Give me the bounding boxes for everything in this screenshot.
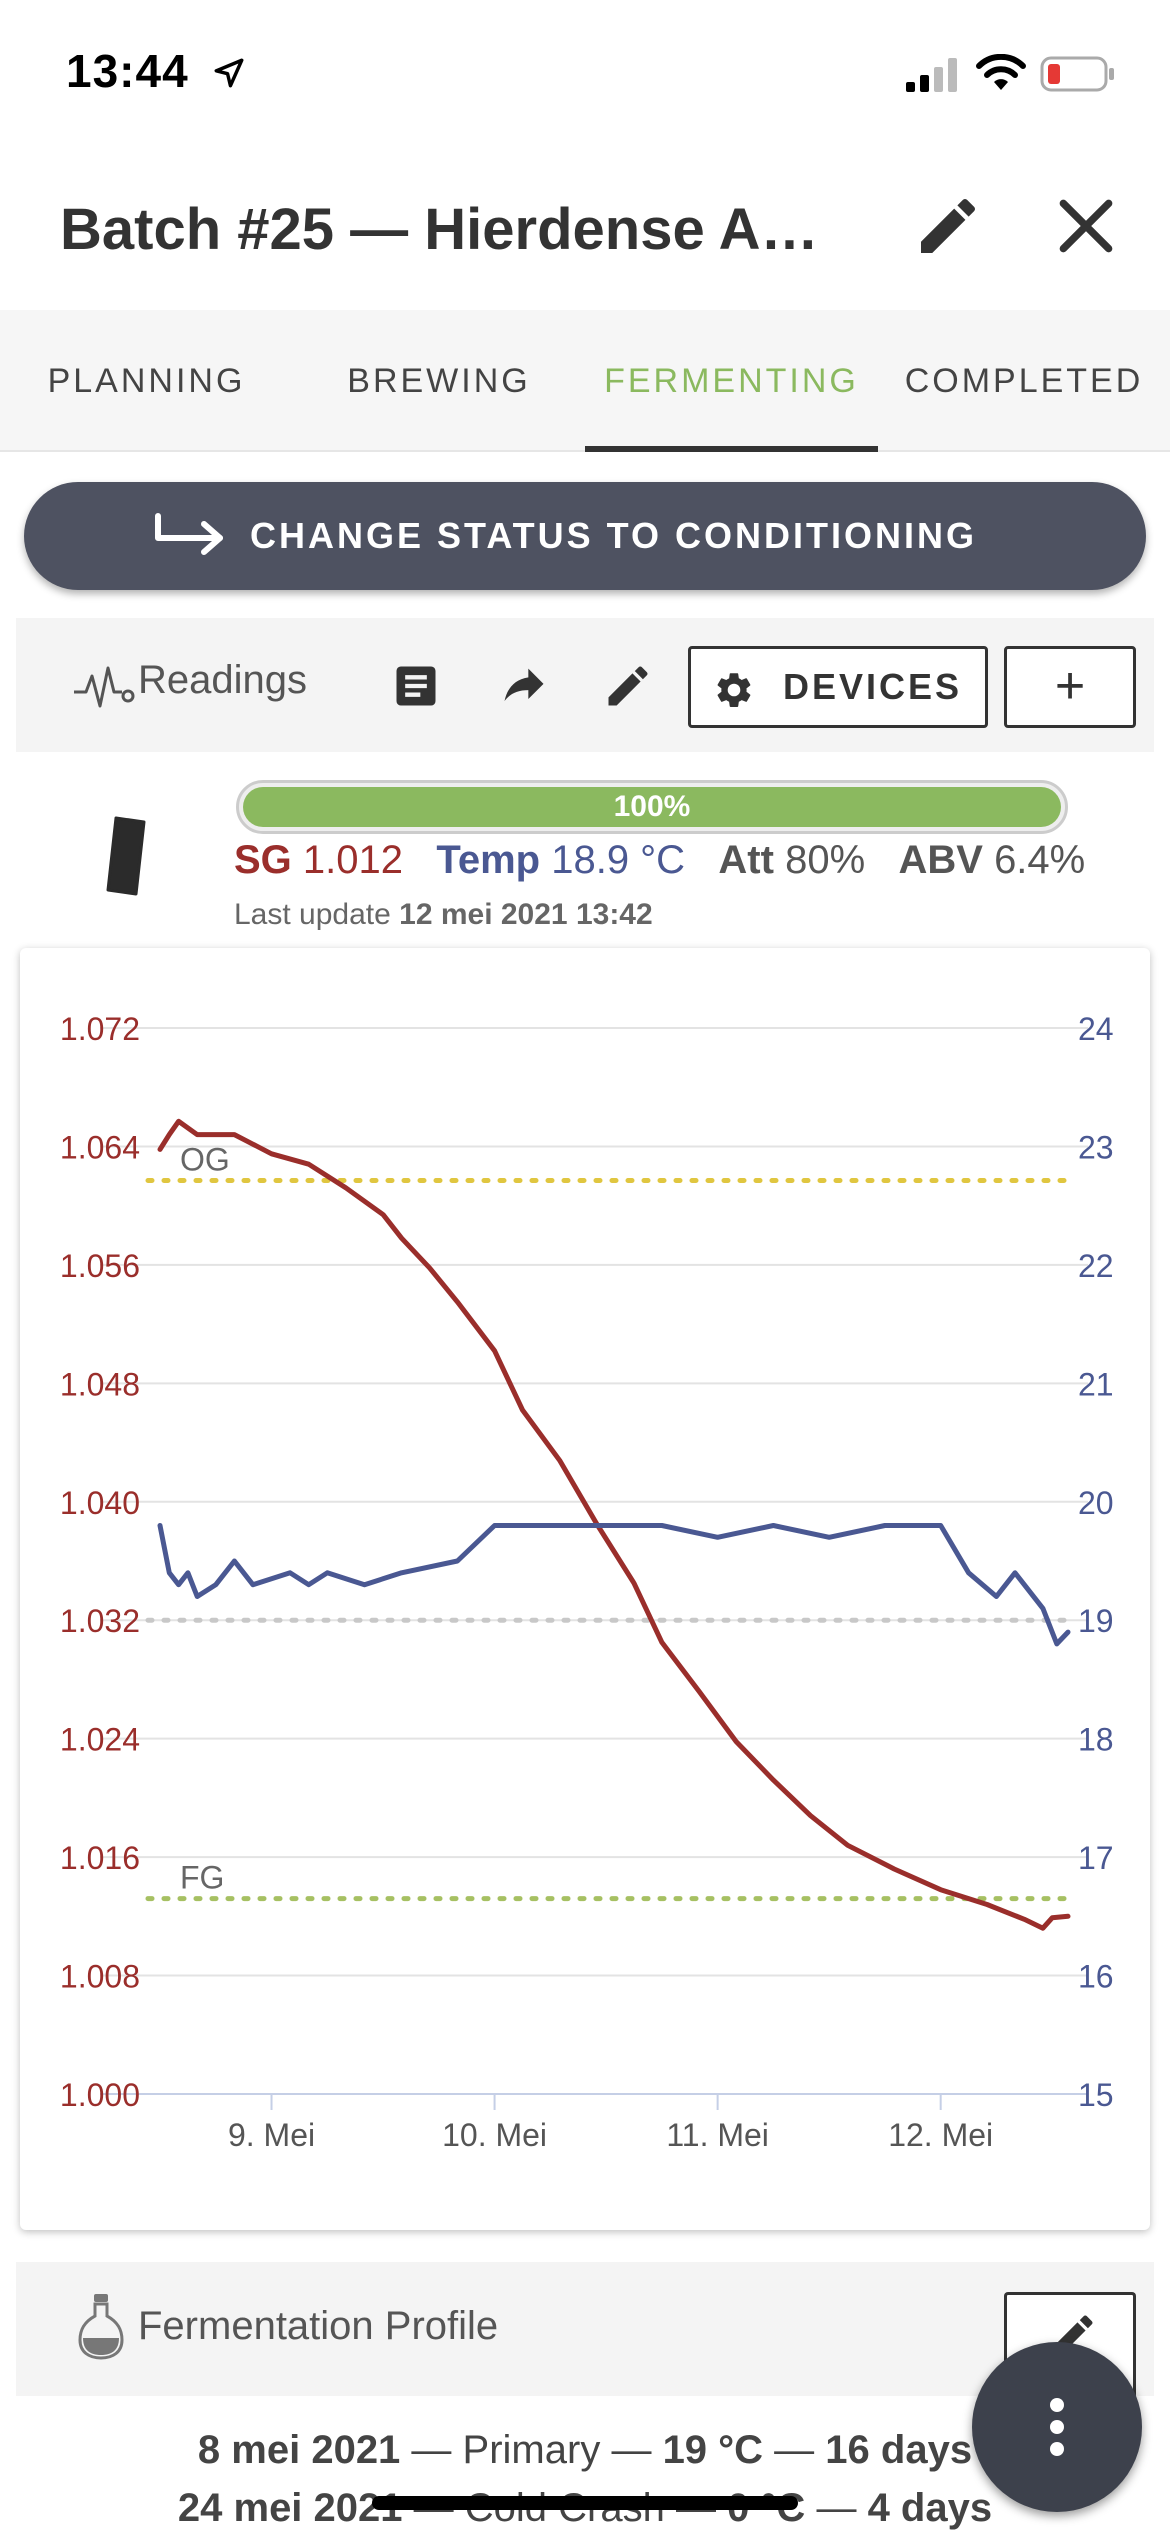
status-tabs: PLANNING BREWING FERMENTING COMPLETED	[0, 310, 1170, 452]
y-right-tick-label: 19	[1078, 1603, 1114, 1639]
home-indicator	[372, 2496, 798, 2510]
step-duration: 4 days	[867, 2486, 993, 2530]
y-right-tick-label: 18	[1078, 1722, 1114, 1758]
battery-progress-bar: 100%	[236, 780, 1068, 834]
progress-fill	[243, 787, 1061, 827]
step-name: Primary	[462, 2428, 601, 2472]
y-right-tick-label: 24	[1078, 1011, 1114, 1047]
status-bar: 13:44	[0, 0, 1170, 140]
add-reading-button[interactable]: +	[1004, 646, 1136, 728]
tab-planning[interactable]: PLANNING	[47, 362, 246, 400]
y-right-tick-label: 23	[1078, 1129, 1114, 1165]
reading-summary: SG 1.012 Temp 18.9 °C Att 80% ABV 6.4%	[234, 838, 1085, 883]
y-left-tick-label: 1.064	[60, 1129, 140, 1165]
sg-value: 1.012	[302, 838, 404, 882]
arrow-right-turn-icon	[155, 513, 223, 555]
sg-series-line	[157, 1118, 1071, 1931]
y-left-tick-label: 1.016	[60, 1840, 140, 1876]
y-left-tick-label: 1.072	[60, 1011, 140, 1047]
share-icon[interactable]	[498, 660, 550, 712]
profile-step-1: 8 mei 2021 — Primary — 19 °C — 16 days	[197, 2428, 973, 2472]
devices-button[interactable]: DEVICES	[688, 646, 988, 728]
fab-dot	[1050, 2398, 1064, 2412]
location-arrow-icon	[214, 58, 244, 88]
temp-key: Temp	[436, 838, 541, 882]
readings-chart-card: 1.072 1.064 1.056 1.048 1.040 1.032 1.024 1.016…	[20, 948, 1150, 2230]
temp-value: 18.9 °C	[551, 838, 686, 882]
cellular-signal-icon	[906, 58, 957, 92]
notes-icon[interactable]	[390, 660, 442, 712]
last-update-prefix: Last update	[234, 898, 391, 931]
y-left-tick-label: 1.000	[60, 2077, 140, 2113]
readings-chart[interactable]: 1.072 1.064 1.056 1.048 1.040 1.032 1.024 1.016…	[20, 948, 1150, 2230]
fermentation-profile-label: Fermentation Profile	[138, 2304, 499, 2348]
page-title: Batch #25 — Hierdense A…	[60, 197, 819, 262]
step-date: 24 mei 2021	[177, 2486, 403, 2530]
tab-brewing[interactable]: BREWING	[347, 362, 531, 400]
fermentation-profile-bar: Fermentation Profile	[16, 2262, 1154, 2402]
y-left-tick-label: 1.024	[60, 1722, 140, 1758]
abv-value: 6.4%	[994, 838, 1086, 882]
y-left-tick-label: 1.040	[60, 1485, 140, 1521]
fab-dot	[1050, 2420, 1064, 2434]
flask-icon	[78, 2294, 124, 2360]
fab-dot	[1050, 2442, 1064, 2456]
more-actions-fab[interactable]	[972, 2342, 1142, 2512]
edit-batch-button[interactable]	[912, 190, 984, 262]
tab-completed[interactable]: COMPLETED	[904, 362, 1144, 400]
edit-readings-icon[interactable]	[602, 660, 654, 712]
reference-line-label: OG	[180, 1141, 230, 1177]
progress-label: 100%	[613, 790, 691, 823]
devices-label: DEVICES	[783, 666, 963, 707]
y-right-tick-label: 20	[1078, 1485, 1114, 1521]
abv-key: ABV	[898, 838, 983, 882]
reference-line-label: FG	[180, 1860, 224, 1896]
y-right-tick-label: 22	[1078, 1248, 1114, 1284]
att-key: Att	[718, 838, 774, 882]
x-tick-label: 11. Mei	[666, 2117, 769, 2153]
x-tick-label: 12. Mei	[888, 2117, 993, 2153]
y-right-tick-label: 15	[1078, 2077, 1114, 2113]
status-time: 13:44	[66, 45, 189, 97]
last-update-value: 12 mei 2021 13:42	[399, 898, 653, 931]
wifi-icon	[976, 54, 1026, 90]
y-left-tick-label: 1.048	[60, 1366, 140, 1402]
sg-key: SG	[234, 838, 292, 882]
hydrometer-device-icon	[106, 816, 146, 896]
close-button[interactable]	[1052, 192, 1120, 260]
readings-toolbar: Readings DEVICES +	[16, 618, 1154, 752]
plus-icon: +	[1054, 657, 1086, 715]
temp-series-line	[157, 1523, 1071, 1647]
active-tab-indicator	[585, 446, 878, 452]
step-temp: 19 °C	[662, 2428, 764, 2472]
att-value: 80%	[785, 838, 866, 882]
y-right-tick-label: 17	[1078, 1840, 1114, 1876]
readings-label: Readings	[138, 658, 308, 702]
last-update: Last update 12 mei 2021 13:42	[234, 898, 653, 932]
change-status-label: CHANGE STATUS TO CONDITIONING	[250, 515, 978, 556]
y-right-tick-label: 21	[1078, 1366, 1114, 1402]
battery-low-icon	[1040, 56, 1114, 92]
y-right-tick-label: 16	[1078, 1959, 1114, 1995]
gear-icon	[717, 673, 751, 707]
x-tick-label: 10. Mei	[442, 2117, 547, 2153]
header: Batch #25 — Hierdense A…	[0, 160, 1170, 310]
y-left-tick-label: 1.056	[60, 1248, 140, 1284]
tab-fermenting[interactable]: FERMENTING	[604, 362, 859, 400]
step-date: 8 mei 2021	[197, 2428, 401, 2472]
change-status-button[interactable]: CHANGE STATUS TO CONDITIONING	[24, 482, 1146, 590]
x-tick-label: 9. Mei	[228, 2117, 315, 2153]
step-duration: 16 days	[825, 2428, 973, 2472]
y-left-tick-label: 1.008	[60, 1959, 140, 1995]
y-left-tick-label: 1.032	[60, 1603, 140, 1639]
pulse-icon	[74, 666, 135, 708]
